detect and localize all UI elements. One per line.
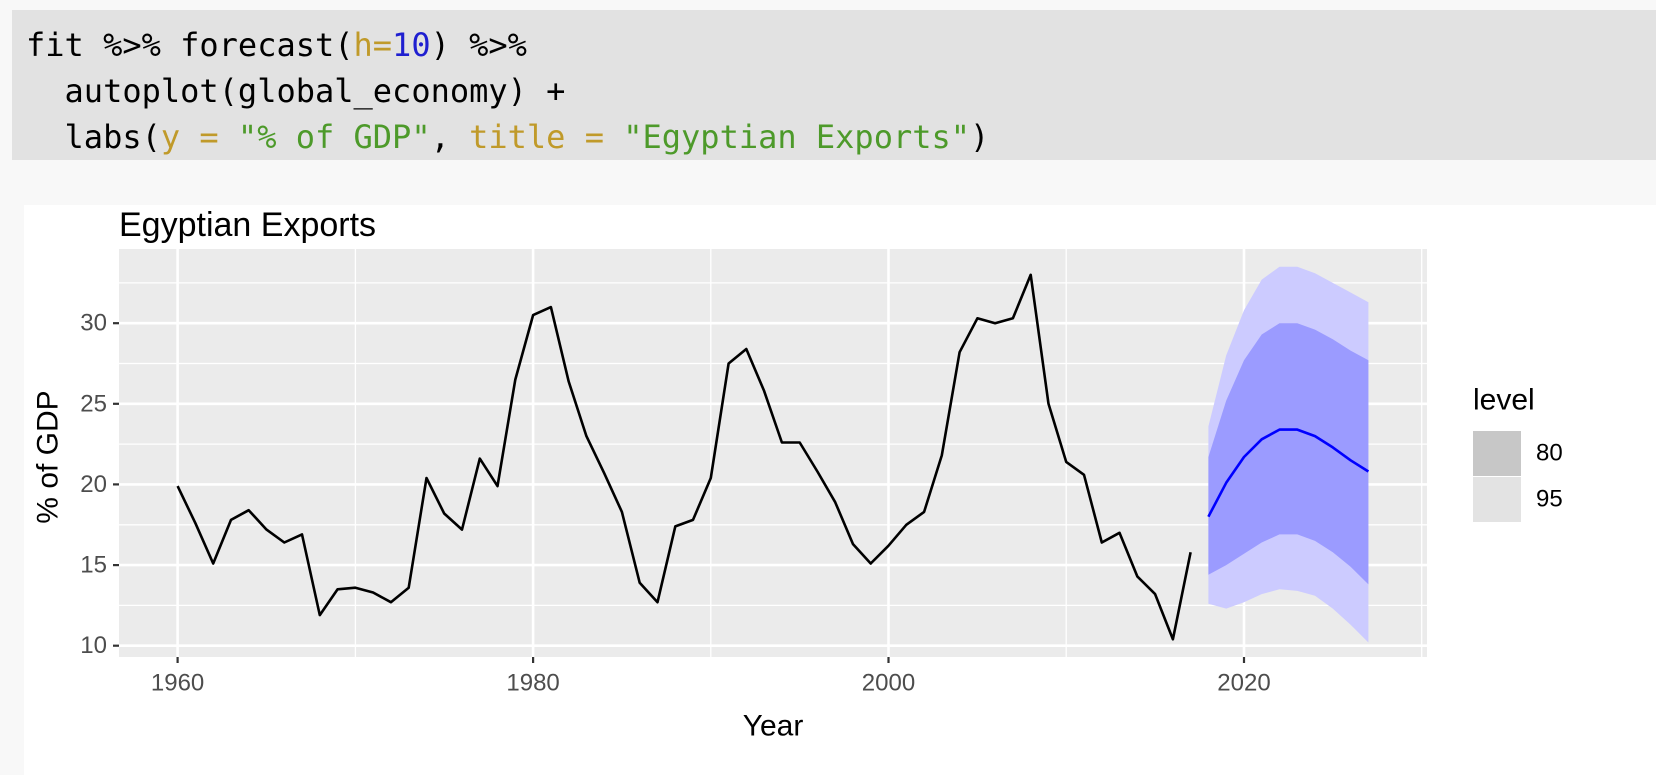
axes: 1960 1980 2000 2020 10 15 20 25 30 — [80, 310, 1270, 697]
code-text: ) %>% — [430, 26, 527, 64]
code-argument: h= — [353, 26, 393, 64]
code-text: , — [430, 118, 470, 156]
legend-title: level — [1473, 384, 1535, 417]
code-block: fit %>% forecast(h=10) %>% autoplot(glob… — [12, 10, 1656, 160]
y-tick-label: 15 — [80, 552, 107, 579]
history-line — [176, 273, 1192, 641]
code-line-3: labs(y = "% of GDP", title = "Egyptian E… — [26, 114, 1656, 160]
code-text: ) — [970, 118, 990, 156]
forecast-bands — [1208, 266, 1369, 643]
y-tick-label: 25 — [80, 390, 107, 417]
x-tick-label: 2020 — [1217, 670, 1270, 697]
forecast-line — [1207, 428, 1370, 518]
code-argument: y = — [160, 118, 238, 156]
y-tick-label: 20 — [80, 471, 107, 498]
series-lines — [176, 273, 1370, 641]
code-number: 10 — [392, 26, 431, 64]
y-tick-label: 10 — [80, 632, 107, 659]
code-text: labs( — [26, 118, 161, 156]
code-text: fit %>% forecast( — [26, 26, 354, 64]
code-line-1: fit %>% forecast(h=10) %>% — [26, 22, 1656, 68]
x-tick-label: 1960 — [151, 670, 204, 697]
code-string: "% of GDP" — [237, 118, 431, 156]
forecast-chart: Egyptian Exports 1960 1980 2000 2020 10 15 20 2… — [32, 206, 1563, 743]
code-string: "Egyptian Exports" — [623, 118, 971, 156]
legend: level 80 95 — [1473, 384, 1563, 522]
x-tick-label: 2000 — [862, 670, 915, 697]
code-text: autoplot(global_economy) + — [26, 72, 566, 110]
code-argument: title = — [469, 118, 624, 156]
plot-area: Egyptian Exports 1960 1980 2000 2020 10 15 20 2… — [24, 205, 1656, 775]
y-axis-label: % of GDP — [32, 390, 65, 523]
code-line-2: autoplot(global_economy) + — [26, 68, 1656, 114]
legend-key-95 — [1473, 477, 1521, 522]
x-axis-label: Year — [743, 710, 804, 743]
grid-major — [119, 249, 1427, 657]
x-tick-label: 1980 — [506, 670, 559, 697]
legend-key-80 — [1473, 431, 1521, 476]
chart-title: Egyptian Exports — [119, 206, 376, 244]
legend-label-95: 95 — [1536, 486, 1563, 513]
band-80 — [1208, 323, 1369, 585]
legend-label-80: 80 — [1536, 440, 1563, 467]
y-tick-label: 30 — [80, 310, 107, 337]
